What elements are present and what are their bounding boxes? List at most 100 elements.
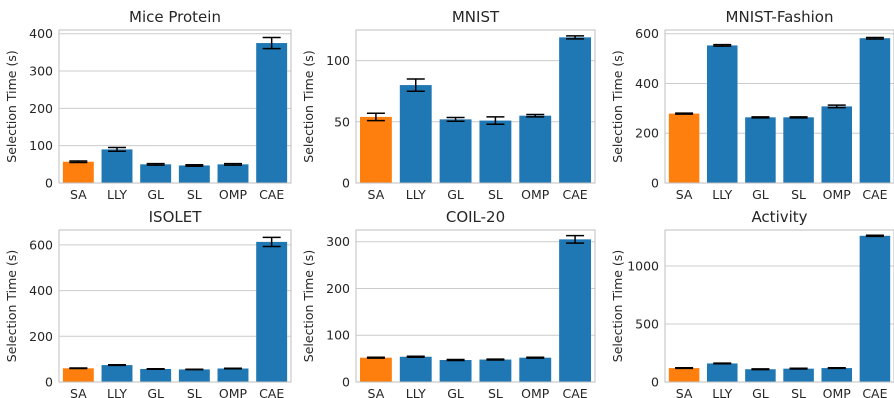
bar-gl [440, 119, 472, 183]
bar-cae [256, 43, 287, 183]
bar-cae [860, 38, 891, 183]
x-tick-label: LLY [406, 386, 426, 398]
x-tick-label: CAE [259, 386, 284, 398]
subplot-5: 0 100 200 300 SA LLY GL SL OMP CAE COIL-20 Selectio… [301, 208, 595, 398]
bar-sa [669, 114, 700, 183]
x-tick-label: GL [147, 386, 164, 398]
x-tick-label: GL [447, 187, 464, 202]
y-tick-label: 300 [326, 234, 350, 249]
chart-title: MNIST [452, 8, 500, 26]
x-tick-label: GL [147, 187, 164, 202]
y-tick-label: 400 [29, 283, 53, 298]
y-tick-label: 200 [635, 126, 659, 141]
y-tick-label: 200 [29, 101, 53, 116]
x-tick-label: SA [368, 386, 385, 398]
x-tick-label: SA [70, 386, 87, 398]
x-tick-label: SA [676, 386, 693, 398]
y-tick-label: 0 [45, 375, 53, 390]
x-tick-label: LLY [712, 386, 732, 398]
x-tick-label: OMP [219, 386, 248, 398]
x-tick-label: OMP [521, 386, 550, 398]
bar-sa [63, 368, 94, 382]
x-tick-label: SL [187, 386, 202, 398]
bar-lly [102, 149, 133, 183]
x-tick-label: SL [791, 187, 806, 202]
y-tick-label: 0 [342, 176, 350, 191]
x-tick-label: CAE [862, 187, 887, 202]
x-tick-label: OMP [521, 187, 550, 202]
x-tick-label: CAE [562, 187, 587, 202]
x-tick-label: OMP [823, 386, 852, 398]
bar-sa [360, 358, 392, 382]
y-tick-label: 0 [651, 176, 659, 191]
y-axis-label: Selection Time (s) [4, 250, 19, 362]
bar-omp [218, 164, 249, 183]
x-tick-label: SA [368, 187, 385, 202]
y-tick-label: 1000 [627, 258, 659, 273]
y-tick-label: 600 [29, 237, 53, 252]
bar-sa [669, 368, 700, 382]
x-tick-label: LLY [406, 187, 426, 202]
x-tick-label: LLY [107, 386, 127, 398]
bar-omp [218, 369, 249, 382]
y-tick-label: 100 [326, 53, 350, 68]
x-tick-label: CAE [562, 386, 587, 398]
bar-lly [400, 357, 432, 382]
x-tick-label: SL [791, 386, 806, 398]
y-axis-label: Selection Time (s) [301, 50, 316, 162]
bar-lly [102, 365, 133, 382]
x-tick-label: GL [447, 386, 464, 398]
x-tick-label: LLY [107, 187, 127, 202]
x-tick-label: GL [752, 187, 769, 202]
subplot-3: 0 200 400 600 SA LLY GL SL OMP CAE MNIST-Fashion Se… [610, 8, 894, 202]
y-tick-label: 0 [342, 375, 350, 390]
bar-omp [821, 106, 852, 183]
bar-gl [140, 164, 171, 183]
y-tick-label: 200 [29, 329, 53, 344]
bar-sa [63, 162, 94, 183]
bar-omp [821, 368, 852, 382]
y-tick-label: 400 [635, 76, 659, 91]
bar-sl [783, 117, 814, 183]
y-axis-label: Selection Time (s) [4, 50, 19, 162]
y-tick-label: 100 [29, 138, 53, 153]
y-tick-label: 500 [635, 316, 659, 331]
y-tick-label: 100 [326, 328, 350, 343]
y-tick-label: 50 [334, 114, 350, 129]
x-tick-label: LLY [712, 187, 732, 202]
y-tick-label: 0 [651, 375, 659, 390]
subplot-6: 0 500 1000 SA LLY GL SL OMP CAE Activity Selection… [610, 208, 894, 398]
bar-sa [360, 117, 392, 183]
x-tick-label: GL [752, 386, 769, 398]
x-tick-label: SL [488, 187, 503, 202]
bar-omp [519, 358, 551, 382]
y-tick-label: 200 [326, 281, 350, 296]
bar-lly [707, 363, 738, 382]
y-tick-label: 600 [635, 26, 659, 41]
x-tick-label: CAE [259, 187, 284, 202]
y-axis-label: Selection Time (s) [610, 250, 625, 362]
chart-title: MNIST-Fashion [726, 8, 834, 26]
x-tick-label: CAE [862, 386, 887, 398]
bar-gl [745, 369, 776, 382]
x-tick-label: OMP [219, 187, 248, 202]
bar-sl [783, 369, 814, 382]
bar-lly [400, 85, 432, 183]
subplot-2: 0 50 100 SA LLY GL SL OMP CAE MNIST Selection Time… [301, 8, 595, 202]
y-axis-label: Selection Time (s) [610, 50, 625, 162]
bar-gl [140, 369, 171, 382]
x-tick-label: SA [70, 187, 87, 202]
bar-gl [440, 360, 472, 382]
x-tick-label: SL [488, 386, 503, 398]
bar-cae [256, 242, 287, 382]
bar-sl [479, 360, 511, 382]
bar-cae [559, 239, 591, 382]
bar-sl [179, 369, 210, 382]
chart-title: Activity [751, 208, 807, 226]
x-tick-label: SA [676, 187, 693, 202]
chart-title: ISOLET [149, 208, 203, 226]
bar-sl [479, 121, 511, 183]
y-axis-label: Selection Time (s) [301, 250, 316, 362]
subplot-4: 0 200 400 600 SA LLY GL SL OMP CAE ISOLET Selection… [4, 208, 291, 398]
bar-omp [519, 116, 551, 183]
